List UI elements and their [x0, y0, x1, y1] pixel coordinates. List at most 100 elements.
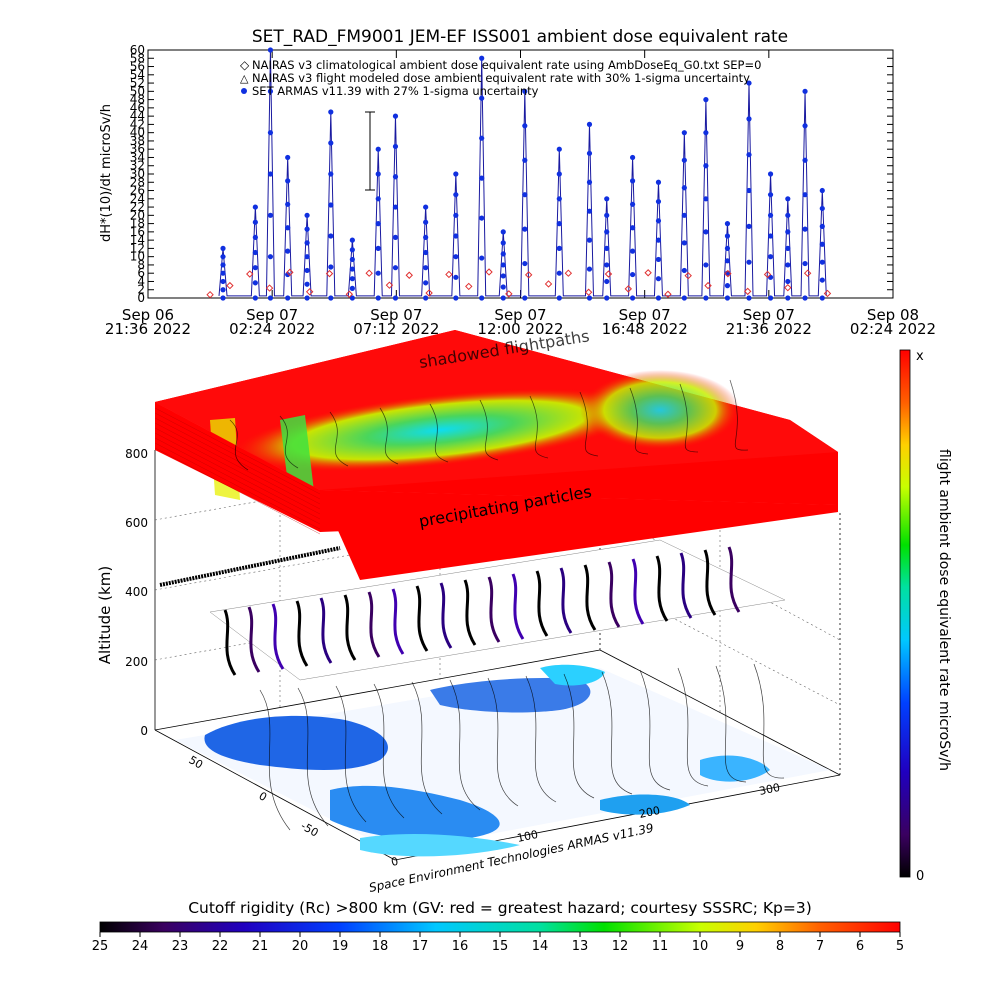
armas-point [819, 187, 825, 194]
armas-point [375, 245, 381, 251]
armas-point [681, 240, 687, 246]
armas-point [746, 187, 752, 194]
map-track [563, 673, 595, 799]
ribbon-wave [319, 597, 333, 664]
bottom-colorbar: Cutoff rigidity (Rc) >800 km (GV: red = … [92, 899, 904, 954]
x-tick-label-date: Sep 08 [867, 306, 919, 324]
z-axis: 0 200 400 600 800 Altitude (km) [96, 447, 148, 738]
armas-point [819, 241, 825, 247]
clim-point [365, 269, 373, 277]
bottom-tick-label: 16 [452, 939, 469, 954]
y-tick-label: 54 [130, 68, 145, 82]
y-tick-label: 48 [130, 93, 145, 107]
armas-point [556, 221, 562, 227]
flightpath-ribbon [159, 539, 786, 681]
y-tick-label: 16 [130, 225, 145, 239]
bottom-tick-label: 24 [132, 939, 149, 954]
clim-point [206, 290, 214, 299]
armas-point [819, 205, 825, 212]
armas-point [285, 178, 291, 184]
slab-layer-line [154, 422, 321, 510]
armas-point [556, 196, 562, 202]
y-tick-label: 32 [130, 159, 145, 173]
bottom-tick-label: 21 [252, 939, 269, 954]
clim-point [624, 285, 632, 293]
armas-point [767, 295, 774, 301]
x-tick-label-time: 16:48 2022 [602, 320, 688, 338]
clim-point [246, 270, 254, 278]
lat-ticks: 50 0 -50 [187, 753, 321, 839]
slab-track [729, 379, 749, 451]
armas-point [724, 233, 731, 239]
bottom-tick-label: 22 [212, 939, 229, 954]
armas-point [267, 171, 274, 177]
map-track [677, 667, 709, 787]
armas-point [681, 130, 687, 136]
armas-point [724, 295, 731, 301]
slab-track [229, 419, 249, 471]
y-tick-label: 8 [137, 258, 145, 272]
armas-point [703, 130, 709, 136]
ribbon-wave [391, 588, 405, 655]
radiation-slab: shadowed flightpaths precipitating parti… [154, 326, 838, 580]
armas-point [328, 109, 334, 115]
bottom-tick-label: 23 [172, 939, 189, 954]
armas-point [746, 259, 752, 265]
armas-point [522, 157, 528, 163]
x-tick-label-date: Sep 06 [122, 306, 174, 324]
y-tick-label: 34 [130, 150, 145, 164]
ribbon-wave [271, 603, 285, 670]
x-tick-label-date: Sep 07 [619, 306, 671, 324]
slab-layer-line [154, 432, 321, 520]
y-tick-label: 46 [130, 101, 145, 115]
armas-point [522, 123, 528, 129]
x-tick-label-time: 07:12 2022 [353, 320, 439, 338]
armas-point [392, 113, 399, 119]
y-tick-label: 2 [137, 283, 145, 297]
armas-point [479, 175, 485, 181]
armas-point [604, 278, 610, 285]
armas-point [252, 280, 258, 286]
ribbon-wave [583, 564, 597, 631]
armas-point [349, 247, 355, 253]
clim-point [425, 289, 433, 297]
armas-point [629, 154, 636, 161]
clim-point [704, 281, 712, 290]
z-tick-600: 600 [125, 516, 148, 530]
armas-point [746, 80, 752, 86]
ribbon-wave [367, 591, 381, 658]
right-colorbar-gradient [899, 349, 911, 878]
bottom-tick-label: 9 [736, 939, 744, 954]
armas-point [586, 237, 593, 243]
armas-point [785, 262, 791, 268]
clim-point [465, 282, 473, 291]
right-colorbar-bottom-label: 0 [916, 869, 924, 884]
armas-point [220, 287, 226, 293]
armas-point [785, 278, 791, 285]
y-tick-label: 12 [130, 241, 145, 255]
armas-point [746, 116, 752, 122]
armas-point [479, 55, 485, 61]
z-tick-400: 400 [125, 585, 148, 599]
armas-point [522, 88, 528, 94]
armas-point [285, 154, 291, 161]
map-track [335, 685, 367, 823]
y-tick-label: 14 [130, 233, 145, 247]
map-track [259, 689, 291, 831]
armas-point [802, 226, 808, 232]
armas-point [604, 212, 610, 218]
armas-point [423, 280, 429, 286]
armas-point [655, 218, 662, 224]
armas-point [703, 196, 709, 202]
clim-point [823, 289, 832, 298]
armas-point [703, 97, 709, 103]
z-tick-200: 200 [125, 655, 148, 669]
armas-point [479, 215, 485, 221]
armas-point [819, 259, 825, 265]
clim-point [544, 280, 553, 288]
armas-point [252, 249, 258, 256]
armas-point [285, 225, 291, 231]
armas-point [349, 256, 355, 263]
clim-point [385, 281, 394, 289]
armas-point [453, 295, 459, 301]
